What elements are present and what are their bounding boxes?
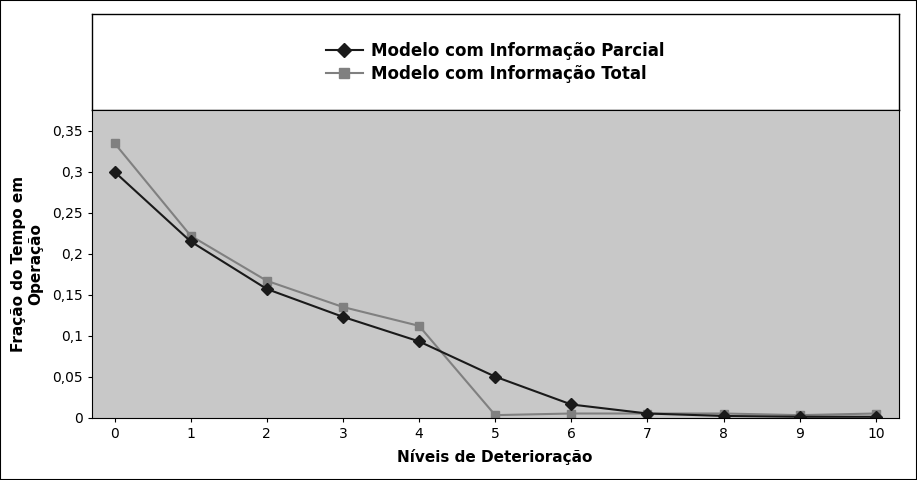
Y-axis label: Fração do Tempo em
Operação: Fração do Tempo em Operação: [11, 176, 44, 352]
Legend: Modelo com Informação Parcial, Modelo com Informação Total: Modelo com Informação Parcial, Modelo co…: [319, 35, 671, 90]
X-axis label: Níveis de Deterioração: Níveis de Deterioração: [397, 449, 593, 465]
